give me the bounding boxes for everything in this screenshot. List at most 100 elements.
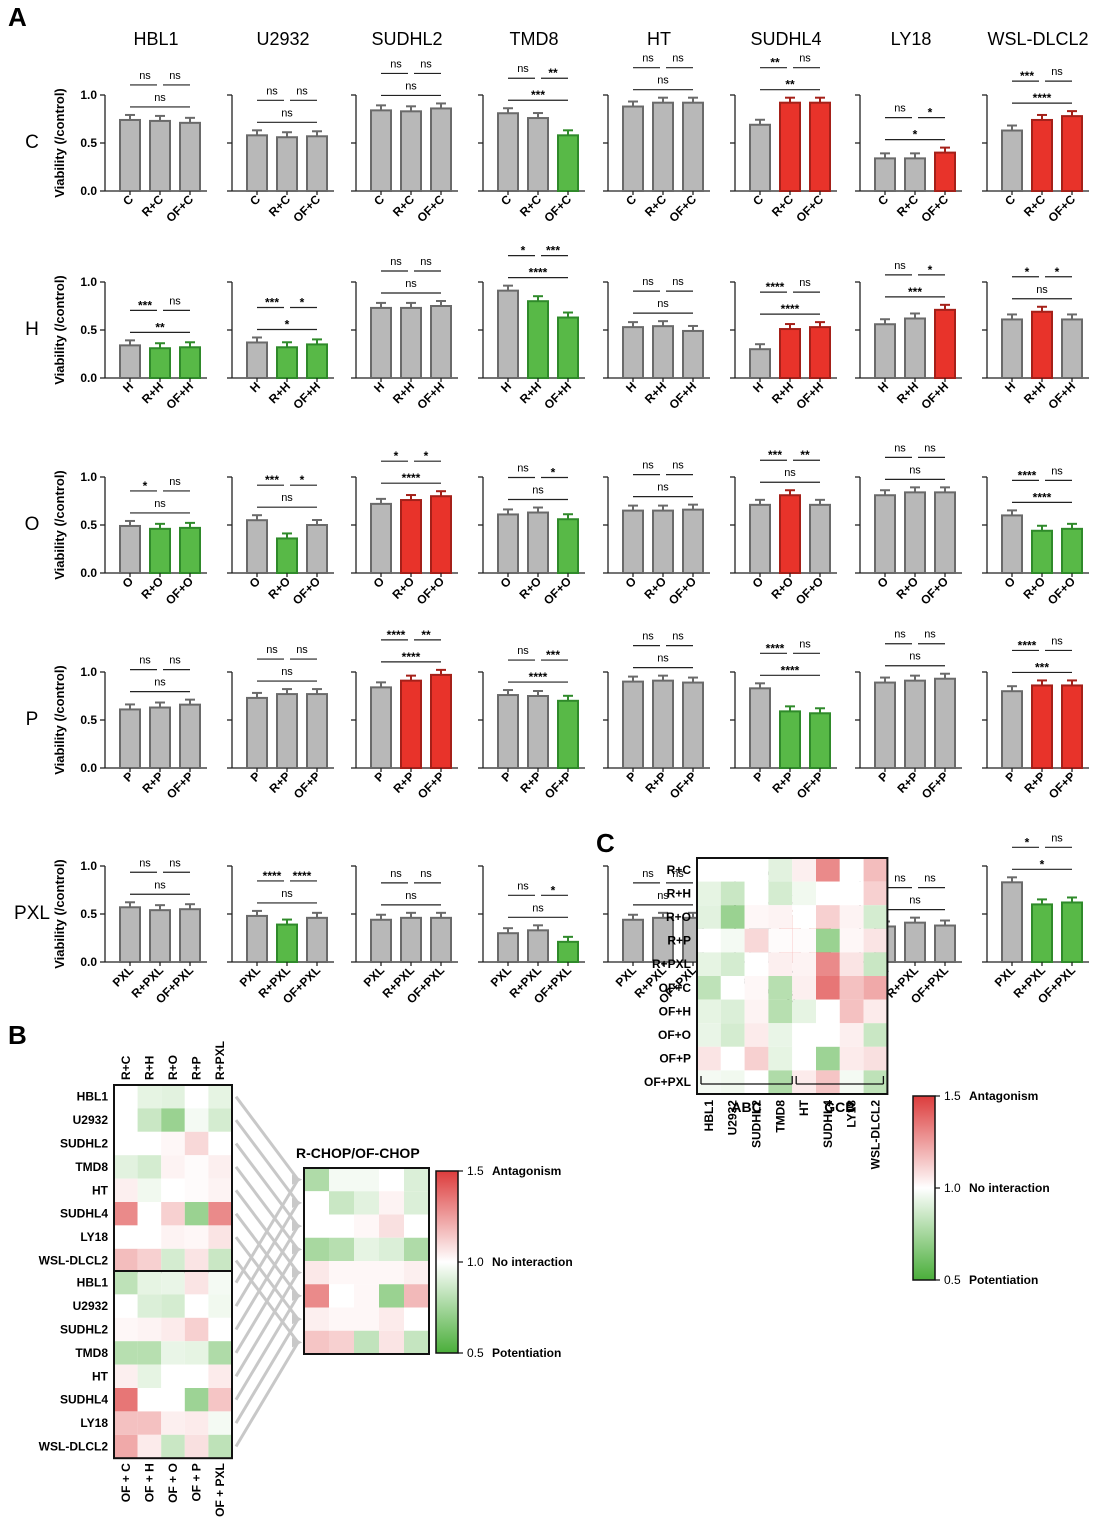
significance-label: ns bbox=[517, 63, 529, 75]
heatmap-cell bbox=[816, 1023, 840, 1047]
heatmap-cell bbox=[768, 1070, 793, 1094]
bar bbox=[622, 918, 644, 964]
legend-colorbar bbox=[435, 1170, 459, 1354]
subplot: O R+OOF+O*** *ns bbox=[227, 473, 334, 607]
heatmap-cell bbox=[768, 952, 793, 976]
connector-arrow bbox=[234, 1318, 300, 1424]
significance-label: * bbox=[1055, 265, 1060, 279]
bar bbox=[306, 135, 328, 192]
heatmap-cell bbox=[697, 1023, 721, 1047]
significance-label: **** bbox=[781, 302, 800, 316]
heatmap-cell bbox=[744, 881, 769, 906]
bar bbox=[557, 134, 579, 193]
heatmap-cell bbox=[329, 1214, 354, 1238]
x-category-label: P bbox=[1003, 769, 1019, 785]
x-category-label: C bbox=[371, 192, 387, 208]
x-category-label: H bbox=[1002, 379, 1018, 395]
x-category-label: H bbox=[371, 379, 387, 395]
legend-value: 0.5 bbox=[467, 1346, 484, 1360]
x-category-label: H bbox=[120, 379, 136, 395]
significance-label: **** bbox=[781, 663, 800, 677]
bar bbox=[527, 929, 549, 964]
bar bbox=[276, 537, 298, 575]
heatmap-cell bbox=[744, 999, 769, 1024]
bar bbox=[306, 524, 328, 574]
y-tick-label: 0.0 bbox=[80, 955, 97, 969]
bar bbox=[682, 329, 704, 379]
significance-label: ns bbox=[1051, 832, 1063, 844]
heatmap-cell bbox=[720, 1070, 745, 1094]
x-category-label: OF+O bbox=[1045, 574, 1078, 607]
heatmap-col-label: SUDHL2 bbox=[750, 1100, 764, 1148]
heatmap-col-label: OF + H bbox=[142, 1463, 156, 1502]
x-category-label: R+P bbox=[894, 769, 921, 796]
bar bbox=[557, 316, 579, 379]
heatmap-cell bbox=[720, 858, 745, 882]
x-category-label: OF+P bbox=[794, 769, 826, 801]
arrow-head bbox=[292, 1314, 302, 1325]
heatmap-cell bbox=[863, 1046, 888, 1071]
x-category-label: OF+O bbox=[793, 574, 826, 607]
bar bbox=[400, 306, 422, 380]
bar bbox=[1061, 901, 1083, 963]
heatmap-cell bbox=[329, 1237, 354, 1261]
heatmap-cell bbox=[379, 1330, 404, 1354]
bar bbox=[119, 344, 141, 379]
heatmap-col-label: R+H bbox=[142, 1056, 156, 1080]
bar bbox=[809, 326, 831, 379]
heatmap-row-label: OF+O bbox=[658, 1028, 691, 1042]
subplot: P R+POF+P **** ns *** bbox=[982, 635, 1089, 802]
significance-label: ns bbox=[154, 498, 166, 510]
significance-label: ns bbox=[894, 103, 906, 115]
heatmap-col-label: R+PXL bbox=[213, 1041, 227, 1080]
heatmap-cell bbox=[792, 1023, 816, 1047]
x-category-label: R+P bbox=[390, 769, 417, 796]
heatmap-cell bbox=[816, 905, 840, 929]
heatmap-cell bbox=[792, 999, 816, 1024]
significance-label: **** bbox=[766, 280, 785, 294]
significance-label: ns bbox=[169, 476, 181, 488]
heatmap-cell bbox=[354, 1191, 379, 1215]
heatmap-cell bbox=[161, 1364, 185, 1388]
heatmap-row-label: SUDHL2 bbox=[60, 1323, 108, 1337]
heatmap-cell bbox=[208, 1202, 232, 1226]
significance-label: * bbox=[521, 244, 526, 258]
x-category-label: H bbox=[875, 379, 891, 395]
heatmap-cell bbox=[744, 1070, 769, 1094]
significance-label: * bbox=[300, 295, 305, 309]
group-bracket: ABC bbox=[700, 1076, 793, 1115]
significance-label: *** bbox=[546, 244, 560, 258]
heatmap-title: R-CHOP/OF-CHOP bbox=[296, 1145, 420, 1161]
panel-letter-c: C bbox=[596, 828, 615, 858]
legend-label: No interaction bbox=[492, 1255, 573, 1269]
arrow-head bbox=[292, 1267, 302, 1278]
x-category-label: OF+H bbox=[1045, 379, 1078, 412]
significance-label: *** bbox=[1035, 660, 1049, 674]
significance-label: ns bbox=[799, 638, 811, 650]
bar bbox=[652, 509, 674, 575]
significance-label: *** bbox=[1020, 69, 1034, 83]
bar bbox=[1031, 529, 1053, 575]
heatmap-cell bbox=[720, 976, 745, 1000]
significance-label: ns bbox=[642, 53, 654, 65]
x-category-label: H bbox=[247, 379, 263, 395]
heatmap-cell bbox=[161, 1225, 185, 1249]
y-tick-label: 0.5 bbox=[80, 518, 97, 532]
heatmap-cell bbox=[137, 1085, 162, 1109]
significance-label: ns bbox=[517, 645, 529, 657]
heatmap-cell bbox=[137, 1434, 162, 1459]
heatmap-cell bbox=[354, 1330, 379, 1354]
bar bbox=[430, 673, 452, 770]
significance-label: ns bbox=[139, 655, 151, 667]
heatmap-row-label: R+C bbox=[667, 863, 692, 877]
row-label: C bbox=[25, 132, 39, 153]
x-category-label: OF+C bbox=[666, 192, 699, 225]
heatmap-cell bbox=[792, 952, 816, 976]
heatmap-cell bbox=[208, 1317, 232, 1342]
heatmap-cell bbox=[816, 881, 840, 906]
heatmap-cell bbox=[839, 928, 864, 953]
significance-label: ns bbox=[1036, 284, 1048, 296]
